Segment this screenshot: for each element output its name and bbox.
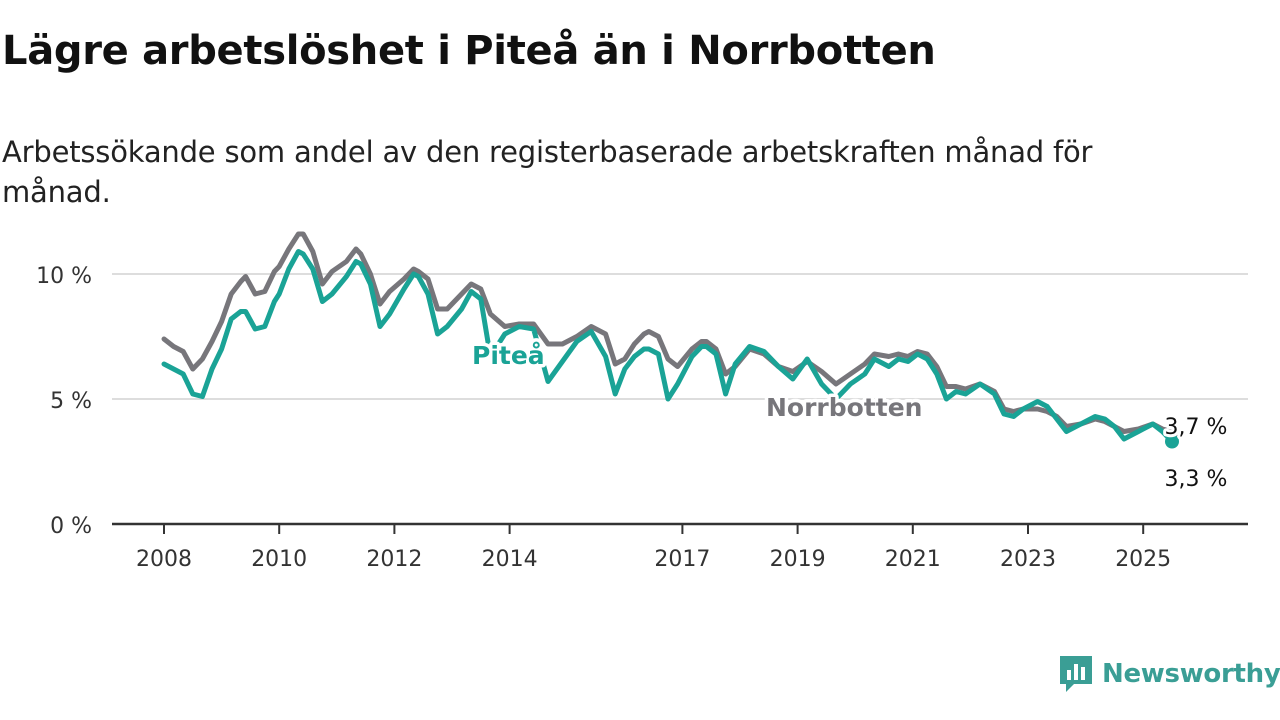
- x-tick-label: 2017: [654, 547, 710, 572]
- end-label-norrbotten: 3,7 %: [1165, 415, 1228, 440]
- series-line-pitea: [161, 249, 1175, 444]
- grid-lines: [112, 273, 1248, 400]
- series-line-norrbotten: [161, 231, 1175, 434]
- newsworthy-brand[interactable]: Newsworthy: [1058, 654, 1280, 694]
- x-tick-label: 2019: [770, 547, 826, 572]
- series-label-pitea-halo: Piteå: [472, 341, 545, 370]
- y-tick-label: 5 %: [50, 389, 92, 414]
- series-label-norrbotten: Norrbotten: [766, 393, 922, 422]
- end-label-pitea: 3,3 %: [1165, 467, 1228, 492]
- x-tick-label: 2023: [1000, 547, 1056, 572]
- end-label-norrbotten-halo: 3,7 %: [1165, 415, 1228, 440]
- end-label-pitea-halo: 3,3 %: [1165, 467, 1228, 492]
- newsworthy-logo-icon: [1060, 656, 1092, 692]
- x-axis: 0 % 5 % 10 % 2008 2010 2012 2014 2017 2019 2021 20…: [36, 264, 1248, 572]
- x-tick-label: 2008: [136, 547, 192, 572]
- x-tick-label: 2021: [885, 547, 941, 572]
- series-label-norrbotten-halo: Norrbotten: [766, 393, 922, 422]
- brand-name: Newsworthy: [1102, 659, 1280, 689]
- y-tick-label: 0 %: [50, 514, 92, 539]
- x-tick-label: 2014: [482, 547, 538, 572]
- series-endpoint-pitea: [1165, 434, 1179, 449]
- x-tick-label: 2025: [1115, 547, 1171, 572]
- x-tick-label: 2010: [251, 547, 307, 572]
- x-tick-label: 2012: [366, 547, 422, 572]
- chart-subtitle: Arbetssökande som andel av den registerb…: [2, 135, 1093, 209]
- series-label-pitea: Piteå: [472, 341, 545, 370]
- series-lines: [161, 231, 1179, 449]
- chart-title: Lägre arbetslöshet i Piteå än i Norrbott…: [2, 28, 936, 74]
- y-tick-label: 10 %: [36, 264, 92, 289]
